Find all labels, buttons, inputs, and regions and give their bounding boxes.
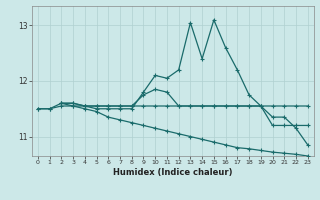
- X-axis label: Humidex (Indice chaleur): Humidex (Indice chaleur): [113, 168, 233, 177]
